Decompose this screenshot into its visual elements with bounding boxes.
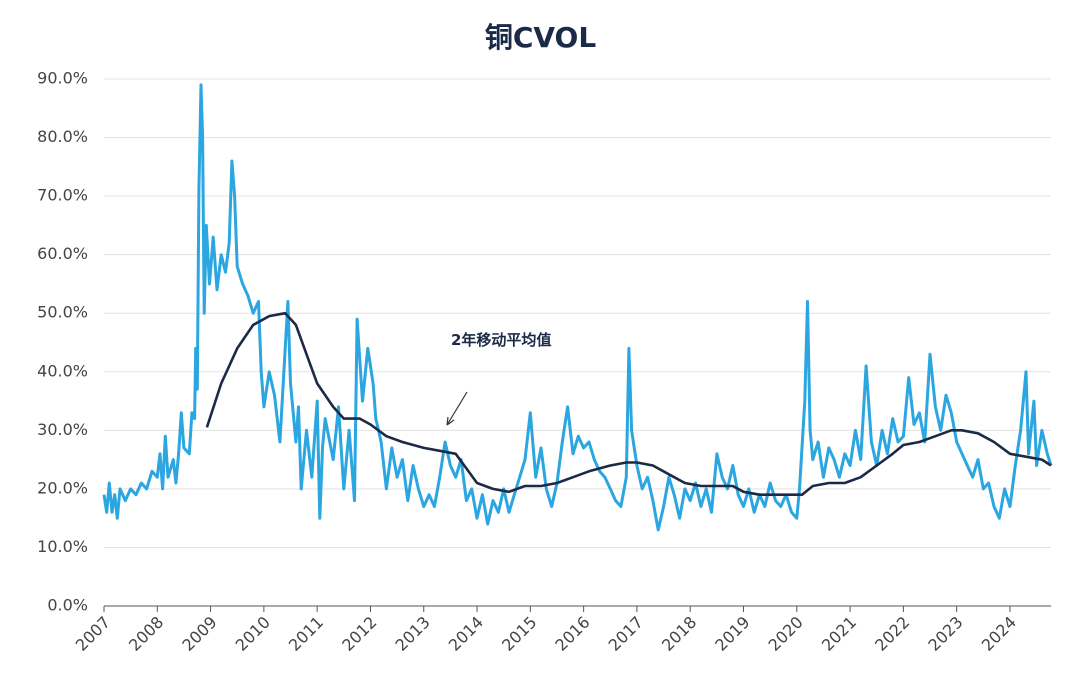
y-tick-label: 40.0% xyxy=(37,361,88,380)
annotation: 2年移动平均值 xyxy=(451,331,552,349)
chart-title: 铜CVOL xyxy=(484,21,597,54)
x-tick-label: 2022 xyxy=(871,613,913,655)
x-tick-label: 2018 xyxy=(658,613,700,655)
annotation-arrowhead xyxy=(446,416,455,426)
x-tick-label: 2019 xyxy=(711,613,753,655)
series-line xyxy=(205,311,1052,496)
x-tick-label: 2015 xyxy=(498,613,540,655)
y-tick-label: 50.0% xyxy=(37,303,88,322)
x-tick-label: 2016 xyxy=(551,613,593,655)
y-tick-label: 70.0% xyxy=(37,186,88,205)
y-tick-label: 30.0% xyxy=(37,420,88,439)
series-line xyxy=(102,83,1053,532)
y-tick-label: 90.0% xyxy=(37,69,88,88)
annotation-arrow xyxy=(446,391,468,426)
x-tick-label: 2014 xyxy=(445,613,487,655)
x-tick-label: 2007 xyxy=(72,613,114,655)
y-tick-label: 20.0% xyxy=(37,478,88,497)
x-tick-label: 2010 xyxy=(232,613,274,655)
x-tick-label: 2009 xyxy=(178,613,220,655)
x-tick-label: 2024 xyxy=(978,613,1020,655)
x-tick-label: 2008 xyxy=(125,613,167,655)
y-tick-label: 60.0% xyxy=(37,244,88,263)
x-tick-label: 2020 xyxy=(765,613,807,655)
x-tick-label: 2013 xyxy=(392,613,434,655)
y-tick-label: 10.0% xyxy=(37,537,88,556)
x-tick-label: 2021 xyxy=(818,613,860,655)
x-tick-label: 2011 xyxy=(285,613,327,655)
x-tick-label: 2023 xyxy=(924,613,966,655)
y-tick-label: 80.0% xyxy=(37,127,88,146)
y-tick-label: 0.0% xyxy=(47,596,88,615)
x-tick-label: 2017 xyxy=(605,613,647,655)
x-tick-label: 2012 xyxy=(338,613,380,655)
